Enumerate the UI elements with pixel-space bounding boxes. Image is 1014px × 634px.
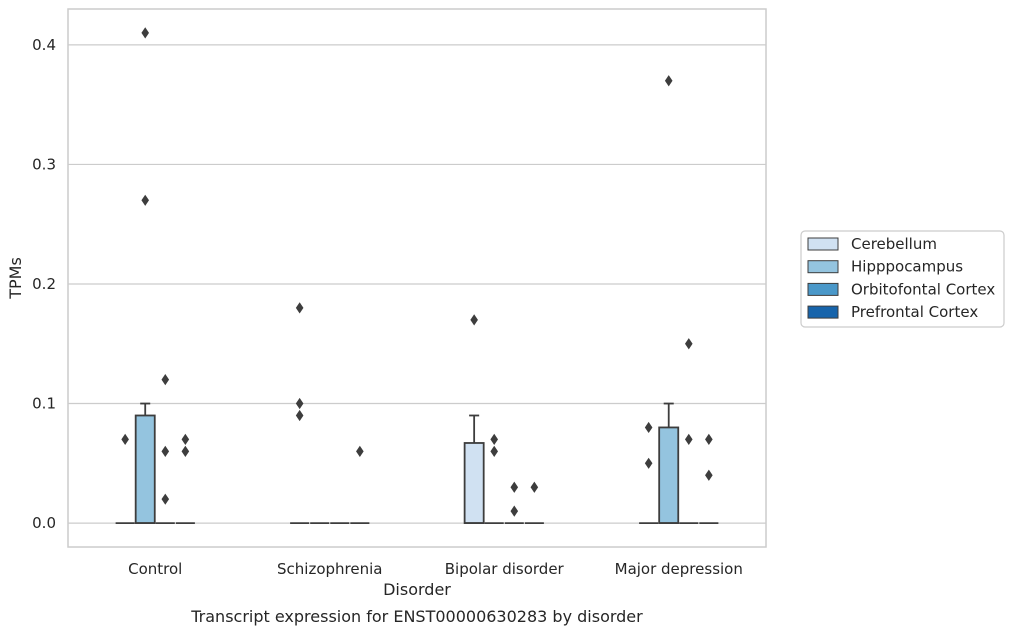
legend-label: Hipppocampus <box>851 258 963 276</box>
series-orbitofontal-cortex <box>155 338 699 524</box>
outlier-point <box>530 481 539 493</box>
outlier-point <box>490 433 499 445</box>
legend-swatch <box>807 282 839 296</box>
legend-item: Cerebellum <box>807 235 937 253</box>
box <box>134 27 156 524</box>
legend: Cerebellum Hipppocampus Orbitofontal Corte… <box>800 230 1005 328</box>
legend-swatch <box>807 305 839 319</box>
legend-item: Hipppocampus <box>807 258 963 276</box>
outlier-point <box>510 481 519 493</box>
outlier-point <box>684 433 693 445</box>
y-axis-label: TPMs <box>6 257 25 300</box>
outlier-point <box>356 445 364 457</box>
box <box>350 445 370 524</box>
outlier-point <box>664 75 673 87</box>
legend-label: Cerebellum <box>851 235 937 253</box>
outlier-point <box>684 338 693 350</box>
box <box>639 421 659 524</box>
outlier-point <box>295 409 304 422</box>
x-tick-label: Control <box>128 560 182 578</box>
box <box>175 433 195 524</box>
y-tick-label: 0.2 <box>32 275 56 293</box>
y-tick-label: 0.4 <box>32 36 56 54</box>
box-body <box>463 442 485 524</box>
box <box>155 374 175 524</box>
x-tick-label: Bipolar disorder <box>445 560 565 578</box>
box-body <box>134 414 156 524</box>
outlier-point <box>470 314 478 326</box>
x-axis-label: Disorder <box>383 580 451 599</box>
x-tick-label: Schizophrenia <box>277 560 382 578</box>
y-tick-label: 0.3 <box>32 155 56 173</box>
outlier-point <box>510 505 519 517</box>
legend-item: Orbitofontal Cortex <box>807 280 995 298</box>
outlier-point <box>644 421 653 434</box>
series-prefrontal-cortex <box>175 433 719 524</box>
legend-label: Prefrontal Cortex <box>851 303 978 321</box>
plot-frame <box>67 8 767 548</box>
y-tick-label: 0.0 <box>32 514 56 532</box>
series-hipppocampus <box>134 27 680 524</box>
legend-swatch <box>807 237 839 251</box>
box <box>524 481 544 524</box>
legend-label: Orbitofontal Cortex <box>851 280 995 298</box>
x-axis-ticks: Control Schizophrenia Bipolar disorder Majo… <box>128 560 743 578</box>
box <box>699 433 719 524</box>
outlier-point <box>644 457 653 469</box>
outlier-point <box>161 493 170 505</box>
outlier-point <box>121 433 129 445</box>
legend-frame <box>800 230 1005 328</box>
outlier-point <box>161 374 170 386</box>
y-axis-ticks: 0.0 0.1 0.2 0.3 0.4 <box>32 36 56 532</box>
x-tick-label: Major depression <box>615 560 743 578</box>
box <box>463 314 485 524</box>
box <box>115 433 135 524</box>
outlier-point <box>490 445 499 457</box>
outlier-point <box>705 433 713 445</box>
y-tick-label: 0.1 <box>32 395 56 413</box>
outlier-point <box>141 194 150 206</box>
legend-swatch <box>807 260 839 274</box>
outlier-point <box>705 469 713 481</box>
box-body <box>658 426 680 524</box>
box <box>504 481 524 524</box>
box <box>484 433 504 524</box>
outlier-point <box>295 302 304 314</box>
outlier-point <box>181 445 190 457</box>
outlier-point <box>161 445 170 457</box>
legend-item: Prefrontal Cortex <box>807 303 978 321</box>
box <box>679 338 699 524</box>
box <box>290 302 310 524</box>
chart-caption: Transcript expression for ENST0000063028… <box>190 607 643 626</box>
series-cerebellum <box>115 302 659 524</box>
outlier-point <box>181 433 190 445</box>
outlier-point <box>295 397 304 410</box>
outlier-point <box>141 27 150 39</box>
box-plot-marks <box>115 27 719 524</box>
box <box>658 75 680 524</box>
